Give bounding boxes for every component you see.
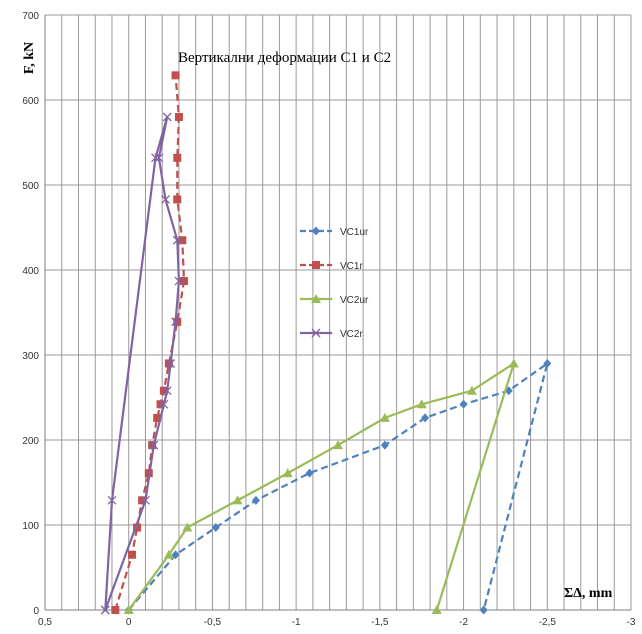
data-point	[182, 522, 193, 532]
legend-item: VC1ur	[300, 226, 369, 238]
data-point	[107, 495, 117, 505]
data-point	[421, 413, 430, 423]
data-point	[111, 606, 120, 614]
data-point	[508, 358, 519, 368]
series-VC2ur	[123, 358, 519, 614]
data-point	[379, 412, 390, 422]
data-point	[173, 317, 182, 326]
x-tick-label: -1	[292, 617, 301, 628]
data-point	[151, 153, 160, 163]
x-tick-label: -3	[627, 617, 636, 628]
data-point	[163, 549, 174, 559]
data-point	[123, 605, 134, 614]
legend-swatch-marker	[311, 294, 321, 303]
data-point	[543, 359, 552, 368]
data-point	[140, 495, 150, 505]
data-point	[162, 112, 172, 122]
data-point	[100, 605, 110, 615]
axes	[44, 15, 631, 611]
data-point	[128, 550, 137, 559]
data-point	[148, 441, 157, 450]
x-tick-label: -0,5	[204, 617, 222, 628]
data-point	[166, 359, 176, 368]
data-point	[380, 440, 389, 450]
data-point	[211, 523, 220, 533]
chart-title: Вертикални деформации С1 и С2	[178, 50, 391, 66]
data-point	[479, 605, 488, 615]
data-point	[174, 113, 183, 121]
y-tick-label: 600	[22, 96, 39, 107]
data-point	[174, 276, 184, 286]
data-point	[305, 468, 314, 478]
data-point	[164, 359, 173, 368]
data-point	[232, 495, 243, 505]
data-point	[159, 399, 169, 409]
y-tick-label: 700	[22, 11, 39, 22]
data-point	[138, 496, 147, 505]
legend-swatch-marker	[312, 261, 320, 269]
data-point	[156, 400, 165, 409]
legend-label: VC2ur	[340, 295, 369, 306]
x-tick-label: -2	[459, 617, 468, 628]
y-axis-title: F, kN	[22, 42, 37, 74]
data-point	[178, 236, 187, 245]
x-tick-label: 0,5	[38, 617, 52, 628]
data-point	[149, 440, 159, 450]
data-point	[133, 523, 142, 532]
legend-label: VC1ur	[340, 227, 369, 238]
y-tick-label: 400	[22, 266, 39, 277]
data-point	[173, 195, 182, 204]
legend-item: VC2ur	[300, 294, 369, 306]
data-point	[333, 440, 343, 450]
data-point	[251, 495, 260, 505]
legend-item: VC2r	[300, 328, 363, 340]
data-point	[179, 277, 188, 286]
y-tick-label: 100	[22, 521, 39, 532]
legend-swatch-marker	[312, 226, 320, 236]
data-point	[171, 317, 181, 327]
data-point	[172, 235, 182, 245]
x-tick-label: -1,5	[371, 617, 389, 628]
legend-label: VC1r	[340, 261, 363, 272]
data-point	[431, 605, 442, 614]
y-tick-label: 500	[22, 181, 39, 192]
data-point	[161, 194, 171, 204]
data-point	[159, 386, 168, 395]
data-point	[459, 399, 468, 409]
series-VC2r	[100, 112, 184, 615]
gridlines	[44, 14, 632, 611]
data-point	[153, 413, 162, 422]
series-VC1r	[111, 71, 188, 614]
data-point	[171, 550, 180, 560]
data-point	[282, 468, 293, 478]
series-layer	[100, 71, 552, 615]
x-axis-title: ΣΔ, mm	[564, 586, 613, 601]
x-tick-label: 0	[126, 617, 132, 628]
legend-label: VC2r	[340, 329, 363, 340]
data-point	[173, 153, 182, 162]
y-tick-label: 200	[22, 436, 39, 447]
legend-swatch-marker	[311, 328, 321, 338]
y-tick-label: 300	[22, 351, 39, 362]
data-point	[171, 71, 180, 80]
legend: VC1ur VC1r VC2ur VC2r	[300, 226, 369, 340]
series-VC1ur	[124, 359, 552, 615]
data-point	[162, 386, 172, 396]
data-point	[154, 153, 164, 163]
y-tick-label: 0	[33, 606, 39, 617]
x-tick-label: -2,5	[539, 617, 557, 628]
legend-item: VC1r	[300, 261, 363, 272]
data-point	[416, 399, 427, 409]
data-point	[466, 385, 477, 395]
